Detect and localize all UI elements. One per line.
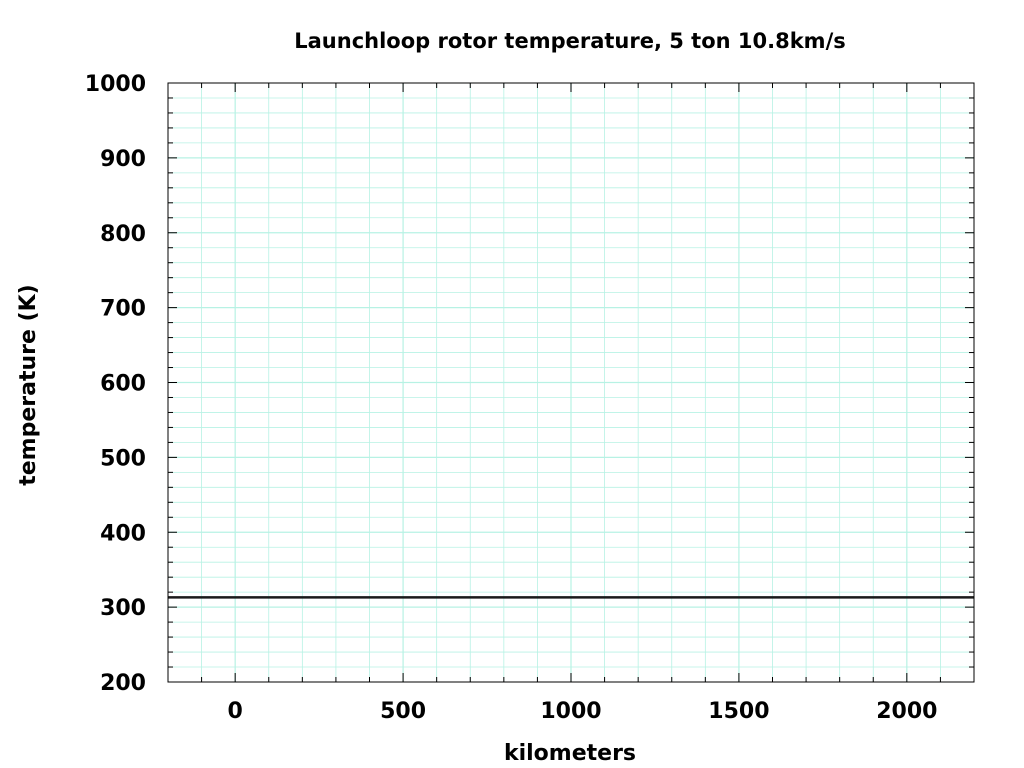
chart-title: Launchloop rotor temperature, 5 ton 10.8… <box>294 29 846 53</box>
tick-labels: 0 500 1000 1500 2000 200 300 400 500 600 700 800 900… <box>85 72 938 724</box>
y-tick-label: 700 <box>100 297 146 322</box>
y-tick-label: 400 <box>100 521 146 546</box>
y-tick-label: 900 <box>100 147 146 172</box>
y-tick-label: 600 <box>100 372 146 397</box>
y-tick-label: 300 <box>100 596 146 621</box>
y-tick-label: 1000 <box>85 72 146 97</box>
y-tick-label: 200 <box>100 671 146 696</box>
grid <box>168 83 974 682</box>
y-axis-title: temperature (K) <box>16 284 41 486</box>
y-tick-label: 800 <box>100 222 146 247</box>
x-tick-label: 0 <box>228 699 243 724</box>
x-tick-label: 2000 <box>876 699 937 724</box>
x-tick-label: 1000 <box>540 699 601 724</box>
ticks <box>168 83 974 682</box>
x-tick-label: 1500 <box>708 699 769 724</box>
x-tick-label: 500 <box>380 699 426 724</box>
y-tick-label: 500 <box>100 446 146 471</box>
x-axis-title: kilometers <box>504 741 636 766</box>
